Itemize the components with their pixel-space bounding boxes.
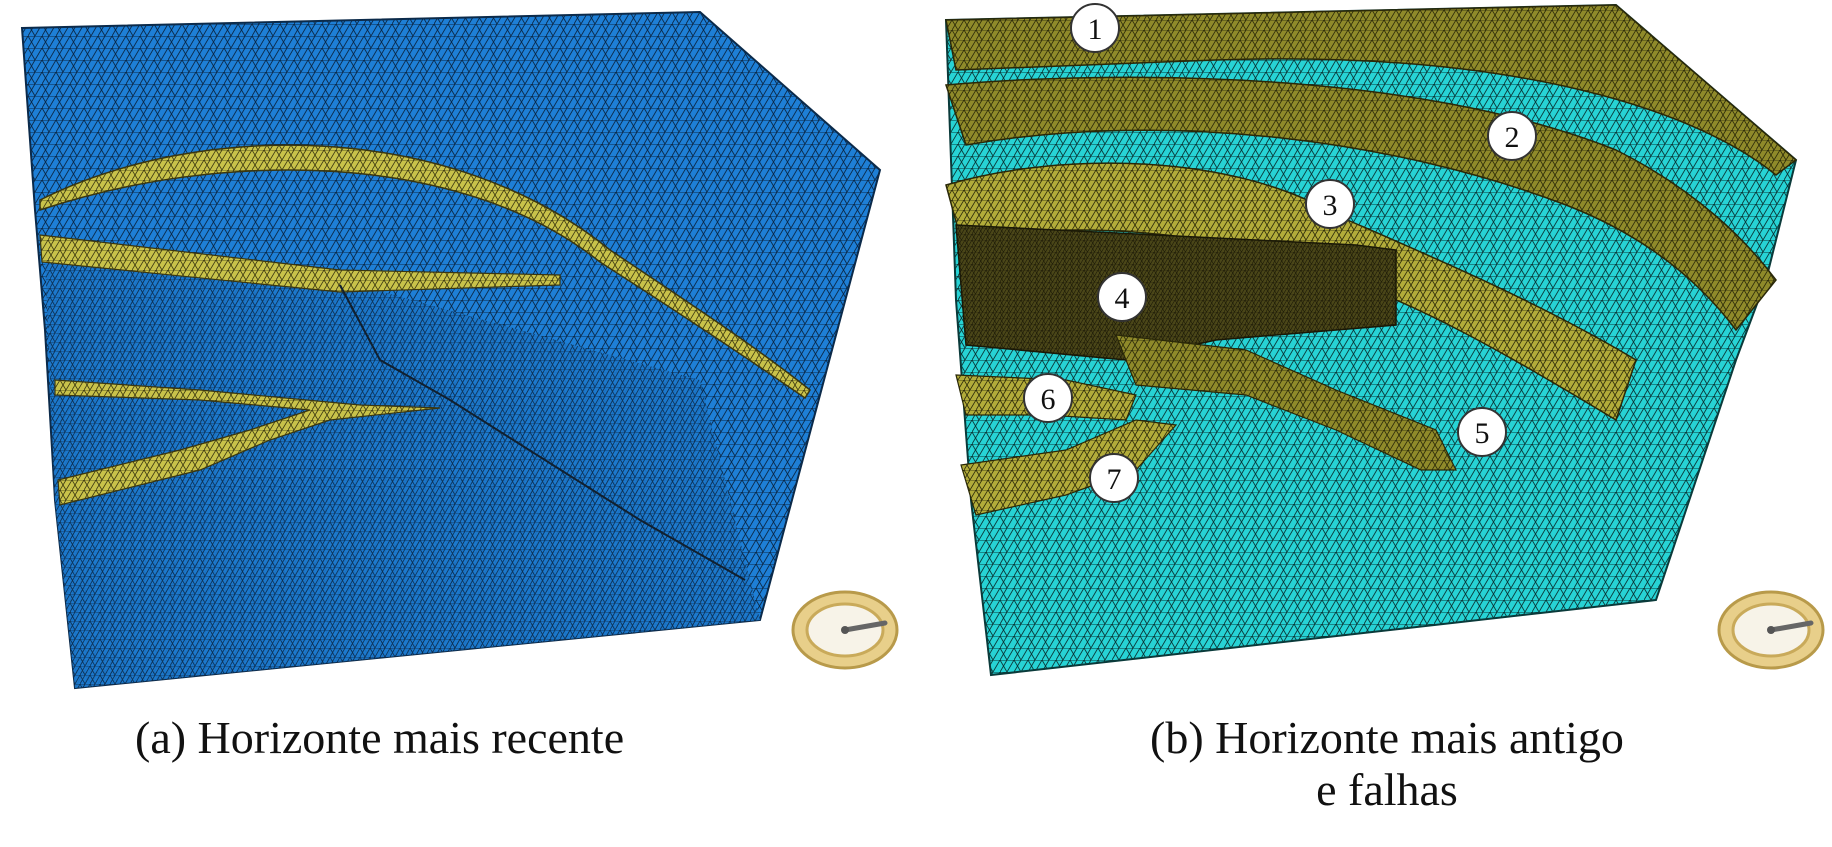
fault-trace bbox=[339, 284, 746, 581]
fault-plane-1 bbox=[945, 4, 1798, 176]
marker-4: 4 bbox=[1097, 272, 1147, 322]
marker-2: 2 bbox=[1487, 111, 1537, 161]
horizon-band-upper bbox=[39, 144, 811, 400]
marker-1-label: 1 bbox=[1088, 13, 1103, 46]
caption-a: (a) Horizonte mais recente bbox=[135, 712, 625, 763]
old-horizon-faults-mesh: 1 2 3 4 5 6 7 bbox=[944, 3, 1798, 677]
surface-a-lower bbox=[45, 260, 760, 688]
marker-7-label: 7 bbox=[1107, 463, 1122, 496]
fault-plane-7 bbox=[960, 419, 1178, 516]
panel-a-recent-horizon: (a) Horizonte mais recente bbox=[20, 10, 899, 763]
caption-b: (b) Horizonte mais antigo e falhas bbox=[1150, 712, 1624, 815]
caption-b-line1: (b) Horizonte mais antigo bbox=[1150, 712, 1624, 763]
marker-3-label: 3 bbox=[1323, 189, 1338, 222]
marker-5: 5 bbox=[1457, 407, 1507, 457]
fault-plane-5 bbox=[1115, 334, 1457, 471]
marker-6-label: 6 bbox=[1041, 383, 1056, 416]
orientation-gizmo-icon bbox=[1717, 590, 1825, 670]
panel-b-old-horizon-faults: 1 2 3 4 5 6 7 (b) bbox=[916, 0, 1832, 847]
marker-3: 3 bbox=[1305, 179, 1355, 229]
orientation-gizmo-icon bbox=[791, 590, 899, 670]
marker-1: 1 bbox=[1070, 3, 1120, 53]
fault-plane-2 bbox=[944, 76, 1777, 332]
horizon-band-middle bbox=[39, 234, 561, 293]
caption-b-line2: e falhas bbox=[1316, 763, 1458, 815]
marker-2-label: 2 bbox=[1505, 121, 1520, 154]
marker-5-label: 5 bbox=[1475, 417, 1490, 450]
marker-6: 6 bbox=[1023, 373, 1073, 423]
fault-plane-4 bbox=[955, 224, 1397, 361]
horizon-band-lower bbox=[54, 379, 441, 506]
recent-horizon-mesh bbox=[20, 10, 882, 690]
marker-7: 7 bbox=[1089, 453, 1139, 503]
marker-4-label: 4 bbox=[1115, 282, 1130, 315]
